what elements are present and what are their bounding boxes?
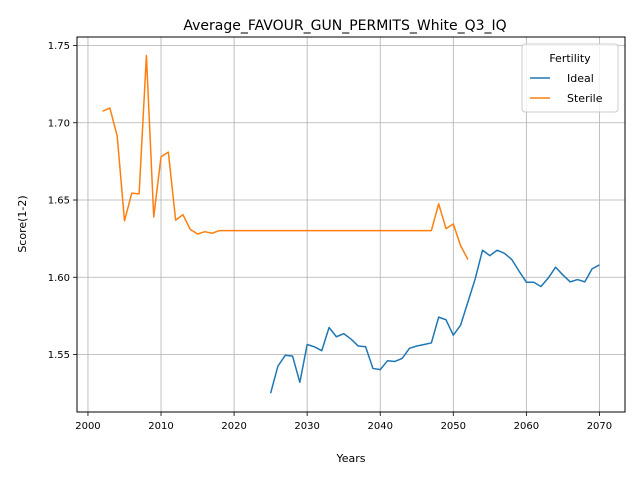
legend-label-ideal: Ideal <box>567 72 594 85</box>
x-tick-label: 2060 <box>514 421 539 432</box>
x-tick-label: 2010 <box>148 421 173 432</box>
x-axis-ticks: 2000 2010 2020 2030 2040 2050 2060 2070 <box>75 412 612 432</box>
series-line-ideal <box>269 249 600 394</box>
chart-title: Average_FAVOUR_GUN_PERMITS_White_Q3_IQ <box>183 18 506 34</box>
y-tick-label: 1.60 <box>48 273 70 284</box>
legend-title: Fertility <box>549 52 591 65</box>
legend-box <box>521 43 619 113</box>
x-tick-label: 2000 <box>75 421 100 432</box>
x-tick-label: 2070 <box>587 421 612 432</box>
series-line-sterile <box>102 54 469 260</box>
series-layer <box>102 54 600 394</box>
legend: Fertility Ideal Sterile <box>521 43 619 113</box>
x-tick-label: 2020 <box>221 421 246 432</box>
x-tick-label: 2040 <box>368 421 393 432</box>
y-tick-label: 1.75 <box>48 41 70 52</box>
y-tick-label: 1.70 <box>48 118 70 129</box>
y-tick-label: 1.65 <box>48 196 70 207</box>
x-tick-label: 2050 <box>441 421 466 432</box>
axes-frame <box>76 36 626 413</box>
x-axis-label: Years <box>335 452 365 465</box>
y-axis-label: Score(1-2) <box>16 195 29 252</box>
y-tick-label: 1.55 <box>48 350 70 361</box>
y-axis-ticks: 1.55 1.60 1.65 1.70 1.75 <box>48 41 77 361</box>
x-tick-label: 2030 <box>294 421 319 432</box>
legend-label-sterile: Sterile <box>567 92 603 105</box>
